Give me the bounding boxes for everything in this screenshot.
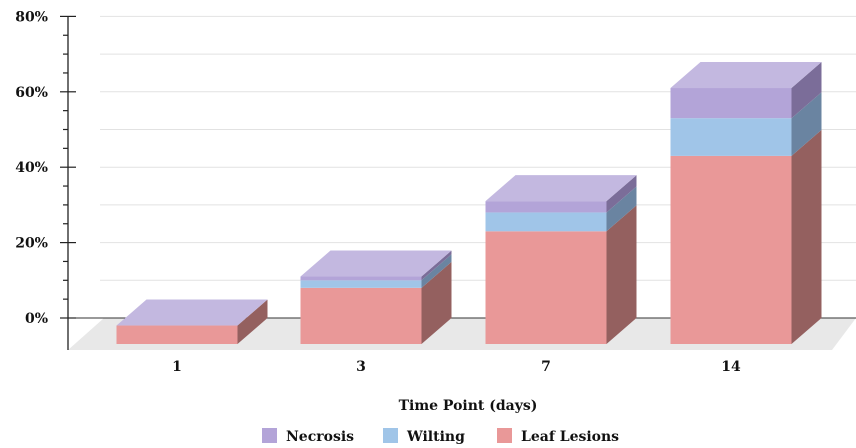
bar-side-leaf-lesions <box>606 205 637 344</box>
bar-side-leaf-lesions <box>791 129 822 344</box>
bar-side-leaf-lesions <box>237 299 268 344</box>
legend-item-wilting: Wilting <box>383 428 465 445</box>
bar-side-leaf-lesions <box>421 261 452 344</box>
bar-group-3 <box>300 250 452 344</box>
bar-side-wilting <box>606 186 637 232</box>
legend-item-necrosis: Necrosis <box>262 428 354 445</box>
bar-segment-necrosis <box>670 88 792 119</box>
bar-top-face <box>116 299 268 326</box>
bar-side-necrosis <box>791 62 822 119</box>
bar-group-7 <box>485 175 637 344</box>
bar-side-necrosis <box>606 175 637 213</box>
bar-side-necrosis <box>421 250 452 281</box>
y-tick-label: 40% <box>15 160 48 176</box>
bar-segment-leaf-lesions <box>116 325 238 344</box>
chart-floor <box>68 318 856 350</box>
legend: Necrosis Wilting Leaf Lesions <box>262 428 619 445</box>
bar-segment-wilting <box>485 212 607 232</box>
x-tick-label: 1 <box>172 359 182 375</box>
bar-top-face <box>670 62 822 89</box>
bar-segment-wilting <box>300 280 422 288</box>
legend-swatch <box>383 428 398 443</box>
legend-item-leaf-lesions: Leaf Lesions <box>497 428 619 445</box>
bar-side-wilting <box>791 92 822 156</box>
bar-side-wilting <box>421 254 452 288</box>
y-tick-label: 20% <box>15 236 48 252</box>
gridlines <box>100 15 856 319</box>
bar-group-14 <box>670 62 822 344</box>
y-tick-label: 80% <box>15 9 48 25</box>
x-tick-label: 3 <box>356 359 366 375</box>
legend-label: Leaf Lesions <box>521 429 619 445</box>
bar-segment-wilting <box>670 118 792 156</box>
legend-swatch <box>497 428 512 443</box>
bar-top-face <box>485 175 637 202</box>
bar-segment-necrosis <box>485 201 607 213</box>
bars <box>116 62 822 344</box>
bar-top-face <box>300 250 452 277</box>
y-tick-label: 60% <box>15 85 48 101</box>
x-tick-label: 7 <box>541 359 551 375</box>
bar-segment-leaf-lesions <box>670 155 792 344</box>
bar-segment-leaf-lesions <box>485 231 607 344</box>
legend-label: Wilting <box>406 429 465 445</box>
legend-swatch <box>262 428 277 443</box>
bar-segment-leaf-lesions <box>300 287 422 344</box>
bar-group-1 <box>116 299 268 344</box>
x-axis-title: Time Point (days) <box>399 398 538 414</box>
bar-segment-necrosis <box>300 276 422 281</box>
legend-label: Necrosis <box>286 429 354 445</box>
y-tick-label: 0% <box>25 311 48 327</box>
x-tick-label: 14 <box>721 359 741 375</box>
